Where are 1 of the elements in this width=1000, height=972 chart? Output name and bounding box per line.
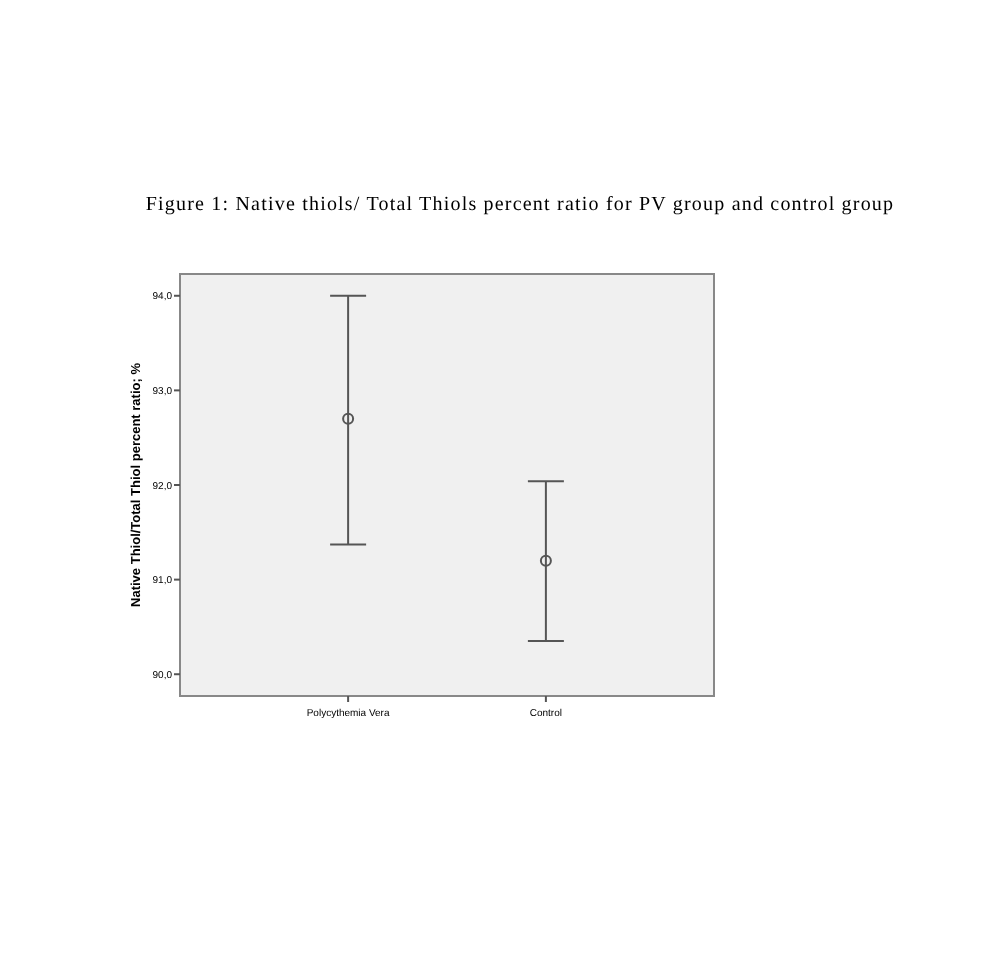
chart-title: Figure 1: Native thiols/ Total Thiols percent ratio for PV group and control group (145, 194, 895, 216)
